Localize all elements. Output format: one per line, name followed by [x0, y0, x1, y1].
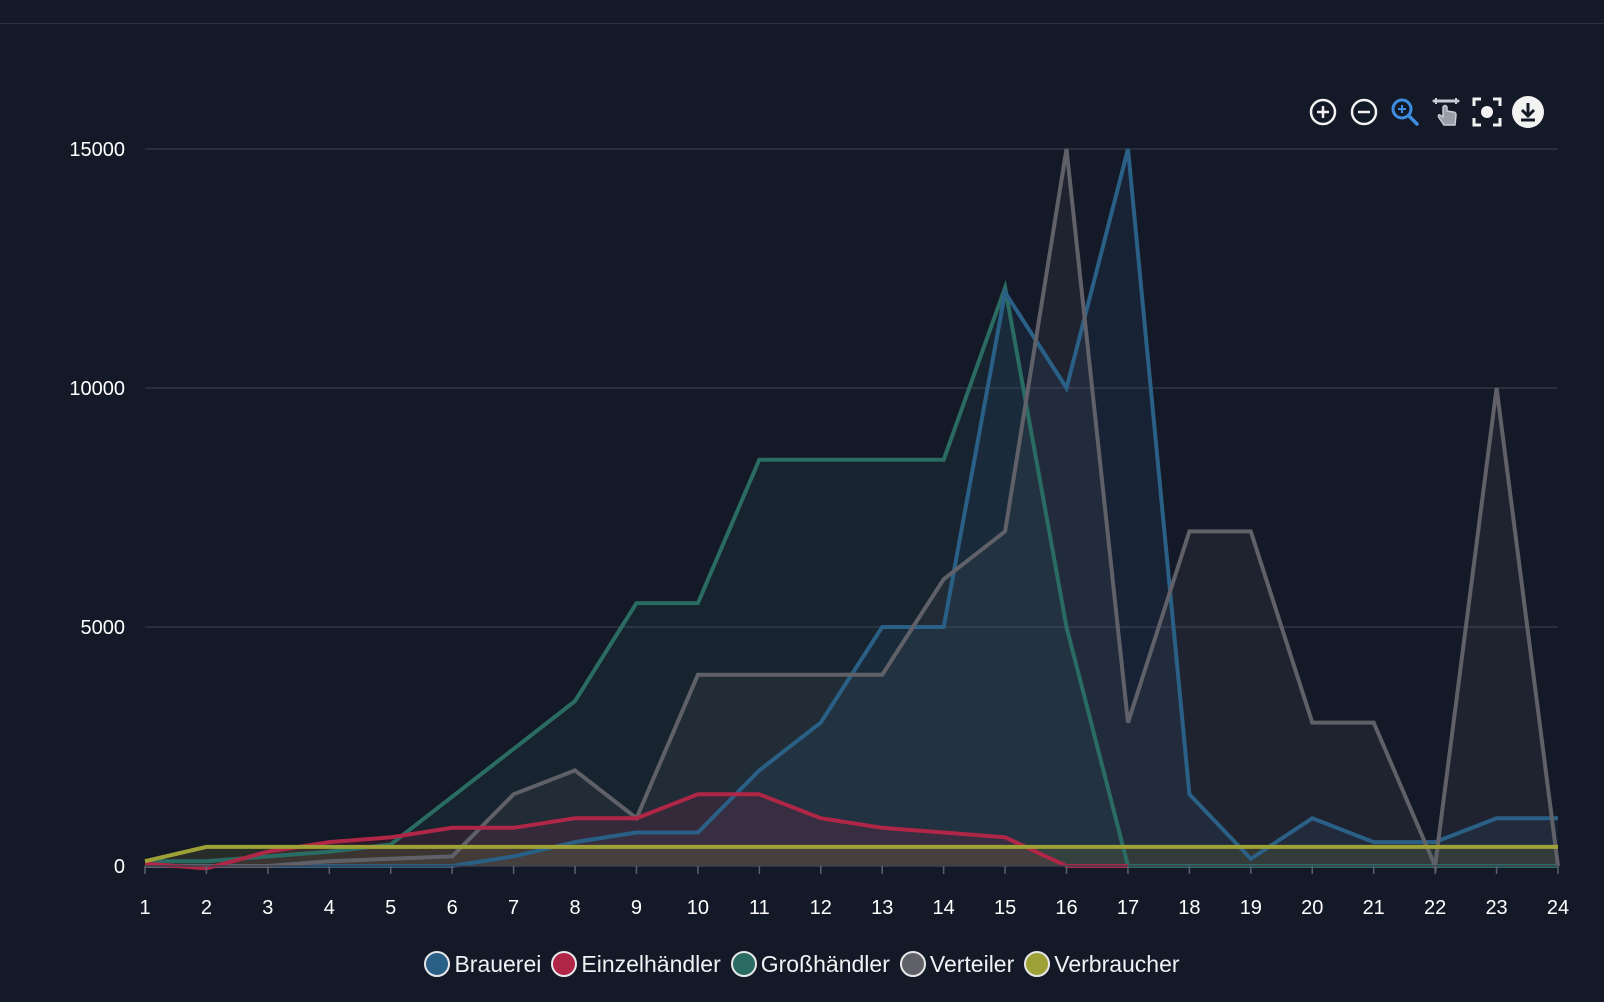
y-tick-label: 5000: [81, 617, 126, 639]
y-tick-label: 0: [114, 856, 125, 878]
legend-marker: [424, 951, 451, 977]
x-tick-label: 18: [1178, 897, 1200, 919]
legend-item-verbraucher[interactable]: Verbraucher: [1024, 950, 1180, 978]
legend-marker: [899, 951, 926, 977]
series-area-verteiler: [145, 149, 1558, 866]
y-tick-label: 15000: [69, 139, 125, 161]
x-tick-label: 6: [447, 897, 458, 919]
x-tick-label: 4: [324, 897, 335, 919]
chart-legend: Brauerei Einzelhändler Großhändler Verte…: [0, 942, 1604, 986]
reset-zoom-icon: [1472, 97, 1502, 127]
x-tick-label: 3: [262, 897, 273, 919]
x-tick-label: 10: [687, 897, 709, 919]
zoom-out-button[interactable]: [1347, 95, 1381, 129]
x-tick-label: 20: [1301, 897, 1323, 919]
y-axis: 0 5000 10000 15000: [69, 139, 125, 878]
selection-zoom-icon: [1391, 98, 1419, 126]
x-tick-label: 7: [508, 897, 519, 919]
series-areas: [145, 149, 1558, 869]
line-area-chart: 1 2 3 4 5 6 7 8 9 10 11 12 13 14 15 16 17 18 19 20 21 22 23 24 …: [69, 139, 1569, 919]
x-tick-label: 23: [1485, 897, 1507, 919]
legend-item-einzelhaendler[interactable]: Einzelhändler: [551, 950, 721, 978]
x-tick-label: 19: [1240, 897, 1262, 919]
legend-label: Brauerei: [454, 950, 542, 977]
x-tick-label: 12: [810, 897, 832, 919]
pan-hand-icon: [1432, 98, 1460, 126]
legend-label: Verbraucher: [1054, 950, 1180, 977]
x-tick-label: 16: [1055, 897, 1077, 919]
download-icon: [1512, 96, 1544, 128]
pan-button[interactable]: [1429, 95, 1463, 129]
x-tick-label: 15: [994, 897, 1016, 919]
legend-marker: [1024, 951, 1051, 977]
legend-item-grosshaendler[interactable]: Großhändler: [730, 950, 890, 978]
series-line-verteiler[interactable]: [145, 148, 1560, 874]
x-tick-label: 11: [749, 897, 770, 919]
x-tick-label: 17: [1117, 897, 1139, 919]
x-tick-label: 8: [569, 897, 580, 919]
legend-label: Großhändler: [760, 950, 890, 977]
x-tick-label: 2: [201, 897, 212, 919]
x-tick-label: 1: [139, 897, 150, 919]
zoom-out-icon: [1350, 98, 1378, 126]
x-tick-label: 21: [1363, 897, 1385, 919]
legend-label: Verteiler: [929, 950, 1015, 977]
selection-zoom-button[interactable]: [1388, 95, 1422, 129]
top-divider: [0, 23, 1604, 24]
zoom-in-icon: [1309, 98, 1337, 126]
series-line-verbraucher[interactable]: [144, 844, 1558, 864]
download-button[interactable]: [1511, 95, 1545, 129]
x-tick-label: 9: [631, 897, 642, 919]
series-area-brauerei: [145, 149, 1558, 866]
y-tick-label: 10000: [69, 378, 125, 400]
grid-lines: [145, 148, 1558, 628]
series-area-verbraucher: [145, 846, 1558, 866]
reset-zoom-button[interactable]: [1470, 95, 1504, 129]
legend-marker: [551, 951, 578, 977]
legend-marker: [730, 951, 757, 977]
x-tick-label: 14: [933, 897, 955, 919]
chart-toolbar: [1306, 93, 1552, 131]
legend-item-verteiler[interactable]: Verteiler: [899, 950, 1015, 978]
legend-label: Einzelhändler: [581, 950, 721, 977]
x-tick-label: 5: [385, 897, 396, 919]
zoom-in-button[interactable]: [1306, 95, 1340, 129]
series-area-grosshaendler: [145, 287, 1558, 867]
x-tick-label: 13: [871, 897, 893, 919]
x-axis: 1 2 3 4 5 6 7 8 9 10 11 12 13 14 15 16 17 18 19 20 21 22 23 24: [139, 865, 1569, 919]
x-tick-label: 24: [1547, 897, 1569, 919]
legend-item-brauerei[interactable]: Brauerei: [424, 951, 541, 978]
x-tick-label: 22: [1424, 897, 1446, 919]
